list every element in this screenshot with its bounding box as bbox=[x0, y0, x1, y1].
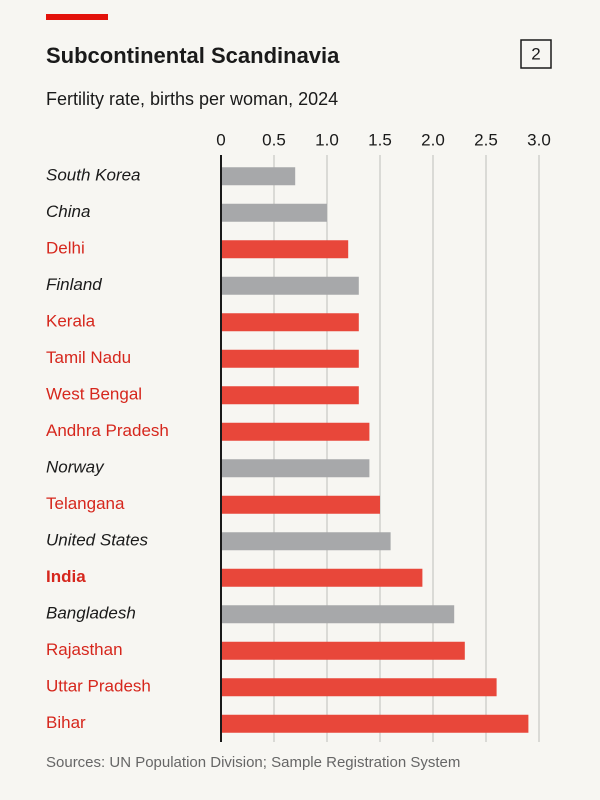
y-tick-label: Rajasthan bbox=[46, 640, 123, 659]
x-tick-label: 2.0 bbox=[421, 130, 445, 149]
bar bbox=[221, 459, 370, 478]
y-tick-label: Bangladesh bbox=[46, 604, 136, 623]
y-tick-label: Finland bbox=[46, 275, 102, 294]
y-tick-label: Andhra Pradesh bbox=[46, 421, 169, 440]
x-tick-label: 0.5 bbox=[262, 130, 286, 149]
bar bbox=[221, 386, 359, 405]
y-tick-label: Telangana bbox=[46, 494, 125, 513]
bar bbox=[221, 349, 359, 368]
bar bbox=[221, 240, 349, 259]
x-tick-label: 0 bbox=[216, 130, 225, 149]
bar bbox=[221, 167, 296, 186]
y-tick-label: China bbox=[46, 202, 90, 221]
y-tick-label: Kerala bbox=[46, 312, 96, 331]
y-tick-label: West Bengal bbox=[46, 385, 142, 404]
y-tick-label: Uttar Pradesh bbox=[46, 677, 151, 696]
bar bbox=[221, 203, 327, 222]
x-tick-label: 3.0 bbox=[527, 130, 551, 149]
bar bbox=[221, 714, 529, 733]
x-tick-label: 1.5 bbox=[368, 130, 392, 149]
x-tick-label: 2.5 bbox=[474, 130, 498, 149]
bar bbox=[221, 568, 423, 587]
y-tick-label: Norway bbox=[46, 458, 105, 477]
x-tick-label: 1.0 bbox=[315, 130, 339, 149]
chart-title: Subcontinental Scandinavia bbox=[46, 43, 340, 68]
bar bbox=[221, 678, 497, 697]
bar bbox=[221, 641, 465, 660]
figure-number-box bbox=[520, 39, 552, 69]
bar bbox=[221, 605, 455, 624]
bar bbox=[221, 313, 359, 332]
y-tick-label: Delhi bbox=[46, 239, 85, 258]
bar bbox=[221, 276, 359, 295]
bar bbox=[221, 422, 370, 441]
chart-subtitle: Fertility rate, births per woman, 2024 bbox=[46, 89, 338, 109]
bar bbox=[221, 495, 380, 514]
accent-bar bbox=[46, 14, 108, 20]
y-tick-label: Bihar bbox=[46, 713, 86, 732]
source: Sources: UN Population Division; Sample … bbox=[46, 754, 460, 771]
y-tick-label: United States bbox=[46, 531, 149, 550]
bar bbox=[221, 532, 391, 551]
figure-number: 2 bbox=[531, 44, 540, 63]
y-tick-label: Tamil Nadu bbox=[46, 348, 131, 367]
y-tick-label: South Korea bbox=[46, 166, 141, 185]
y-tick-label: India bbox=[46, 567, 86, 586]
